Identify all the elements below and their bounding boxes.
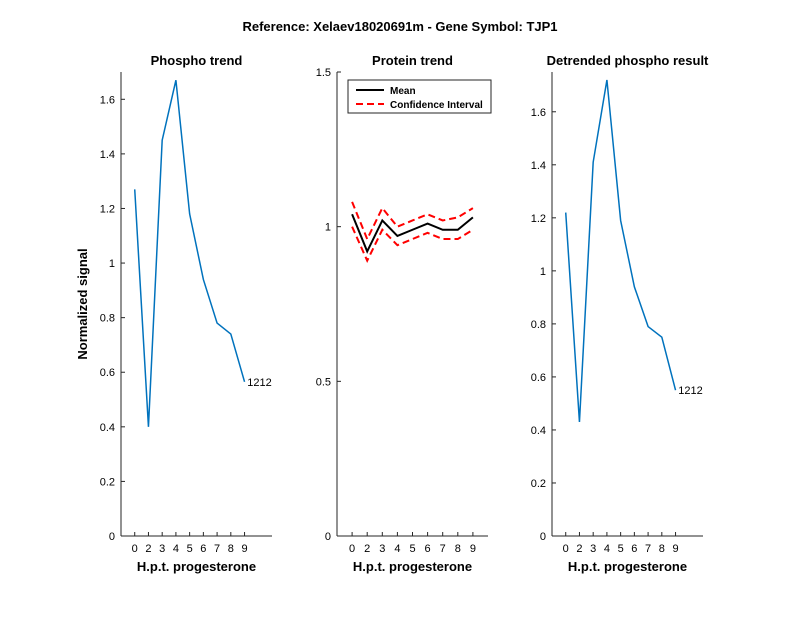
y-tick-label: 1.5 [316, 67, 331, 79]
x-tick-label: 6 [425, 543, 431, 555]
y-tick-label: 0.6 [531, 372, 546, 384]
x-axis-label: H.p.t. progesterone [353, 559, 472, 574]
x-tick-label: 8 [455, 543, 461, 555]
x-tick-label: 7 [440, 543, 446, 555]
x-tick-label: 2 [145, 543, 151, 555]
figure-suptitle: Reference: Xelaev18020691m - Gene Symbol… [242, 19, 557, 34]
x-tick-label: 7 [214, 543, 220, 555]
y-tick-label: 1.6 [100, 94, 115, 106]
y-tick-label: 0.2 [531, 478, 546, 490]
y-tick-label: 1.2 [531, 213, 546, 225]
panel-title: Protein trend [372, 53, 453, 68]
x-tick-label: 8 [228, 543, 234, 555]
legend-label: Confidence Interval [390, 100, 483, 111]
y-tick-label: 0.4 [531, 425, 546, 437]
x-axis-label: H.p.t. progesterone [137, 559, 256, 574]
y-axis-label: Normalized signal [75, 248, 90, 359]
x-tick-label: 3 [590, 543, 596, 555]
y-tick-label: 1.6 [531, 107, 546, 119]
panel-detrended-phospho-result: 00.20.40.60.811.21.41.60 2 3 4 5 6 7 8 9Detrende… [531, 53, 709, 574]
y-tick-label: 0.2 [100, 476, 115, 488]
series-line-2 [351, 226, 474, 264]
x-tick-label: 4 [394, 543, 400, 555]
x-tick-label: 6 [631, 543, 637, 555]
y-tick-label: 1 [325, 222, 331, 234]
legend-label: Mean [390, 86, 416, 97]
panel-title: Detrended phospho result [547, 53, 709, 68]
x-tick-label: 9 [672, 543, 678, 555]
x-tick-label: 0 [132, 543, 138, 555]
y-tick-label: 0 [540, 531, 546, 543]
y-tick-label: 1 [109, 258, 115, 270]
panel-phospho-trend: 00.20.40.60.811.21.41.60 2 3 4 5 6 7 8 9Phospho … [75, 53, 272, 574]
x-tick-label: 5 [618, 543, 624, 555]
y-tick-label: 1.4 [100, 149, 115, 161]
legend-box [347, 79, 492, 114]
legend: Mean Confidence Interval [347, 79, 492, 114]
x-tick-label: 9 [241, 543, 247, 555]
y-tick-label: 1.2 [100, 203, 115, 215]
x-tick-label: 3 [379, 543, 385, 555]
y-tick-label: 0.5 [316, 376, 331, 388]
x-tick-label: 4 [604, 543, 610, 555]
x-tick-label: 6 [200, 543, 206, 555]
x-tick-label: 2 [576, 543, 582, 555]
y-tick-label: 0.4 [100, 422, 115, 434]
y-tick-label: 1.4 [531, 160, 546, 172]
x-tick-label: 2 [364, 543, 370, 555]
y-tick-label: 0.8 [100, 313, 115, 325]
x-tick-label: 5 [409, 543, 415, 555]
x-axis-label: H.p.t. progesterone [568, 559, 687, 574]
x-tick-label: 0 [563, 543, 569, 555]
x-tick-label: 8 [659, 543, 665, 555]
x-tick-label: 0 [349, 543, 355, 555]
point-annotation: 1212 [247, 377, 271, 389]
point-annotation: 1212 [678, 385, 702, 397]
y-tick-label: 0 [325, 531, 331, 543]
y-tick-label: 0.6 [100, 367, 115, 379]
y-tick-label: 0.8 [531, 319, 546, 331]
x-tick-label: 3 [159, 543, 165, 555]
x-tick-label: 4 [173, 543, 179, 555]
y-tick-label: 1 [540, 266, 546, 278]
x-tick-label: 5 [187, 543, 193, 555]
y-tick-label: 0 [109, 531, 115, 543]
x-tick-label: 9 [470, 543, 476, 555]
panel-title: Phospho trend [151, 53, 243, 68]
x-tick-label: 7 [645, 543, 651, 555]
